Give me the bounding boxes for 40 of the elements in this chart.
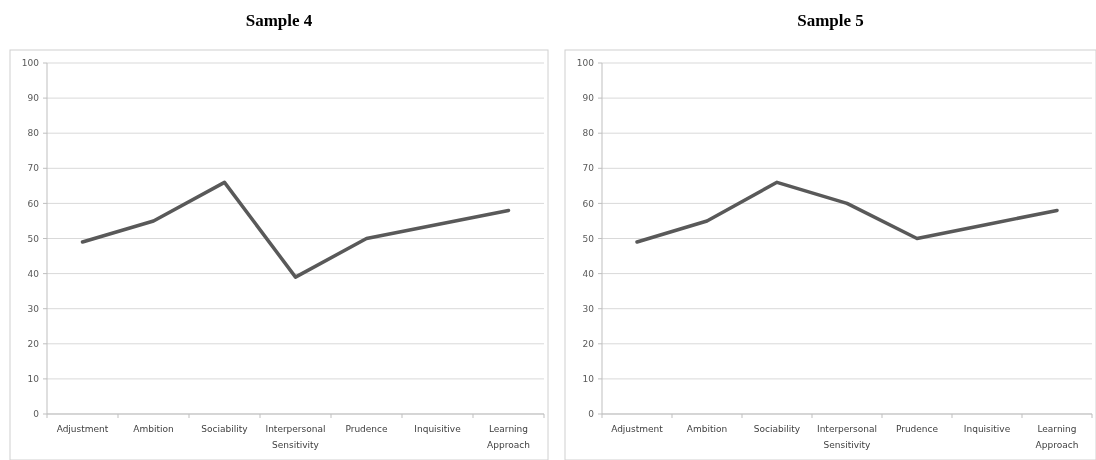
y-tick-label: 20 (582, 338, 595, 349)
y-tick-label: 80 (27, 128, 40, 139)
y-tick-label: 40 (27, 268, 40, 279)
y-tick-label: 0 (588, 409, 595, 420)
x-tick-label: Sociability (201, 424, 249, 434)
chart-title: Sample 4 (245, 11, 313, 30)
y-tick-label: 90 (27, 93, 40, 104)
x-tick-label: Prudence (345, 424, 389, 434)
y-tick-label: 100 (576, 58, 595, 69)
y-tick-label: 0 (33, 409, 40, 420)
y-tick-label: 70 (27, 163, 40, 174)
line-series (80, 180, 511, 279)
y-tick-label: 30 (582, 303, 595, 314)
x-tick-label: Ambition (133, 424, 174, 434)
x-tick-label: Adjustment (611, 424, 664, 434)
x-tick-label: Inquisitive (414, 424, 462, 434)
y-tick-label: 10 (27, 374, 40, 385)
x-tick-label: Interpersonal Sensitivity (817, 424, 877, 450)
y-tick-label: 40 (582, 268, 595, 279)
x-tick-label: Prudence (895, 424, 939, 434)
chart-title: Sample 5 (797, 11, 864, 30)
x-tick-label: Sociability (753, 424, 801, 434)
x-tick-label: Ambition (686, 424, 728, 434)
y-tick-label: 50 (582, 233, 595, 244)
y-tick-label: 10 (582, 374, 595, 385)
line-series (635, 180, 1059, 244)
x-tick-label: Learning Approach (487, 424, 530, 450)
y-tick-label: 50 (27, 233, 40, 244)
y-tick-label: 20 (27, 338, 40, 349)
y-tick-label: 60 (27, 198, 40, 209)
y-tick-label: 90 (582, 93, 595, 104)
y-tick-label: 30 (27, 303, 40, 314)
y-tick-label: 100 (21, 58, 40, 69)
x-tick-label: Adjustment (56, 424, 109, 434)
x-tick-label: Learning Approach (1035, 424, 1079, 450)
x-tick-label: Inquisitive (963, 424, 1011, 434)
y-tick-label: 60 (582, 198, 595, 209)
y-tick-label: 70 (582, 163, 595, 174)
x-tick-label: Interpersonal Sensitivity (265, 424, 326, 450)
y-tick-label: 80 (582, 128, 595, 139)
